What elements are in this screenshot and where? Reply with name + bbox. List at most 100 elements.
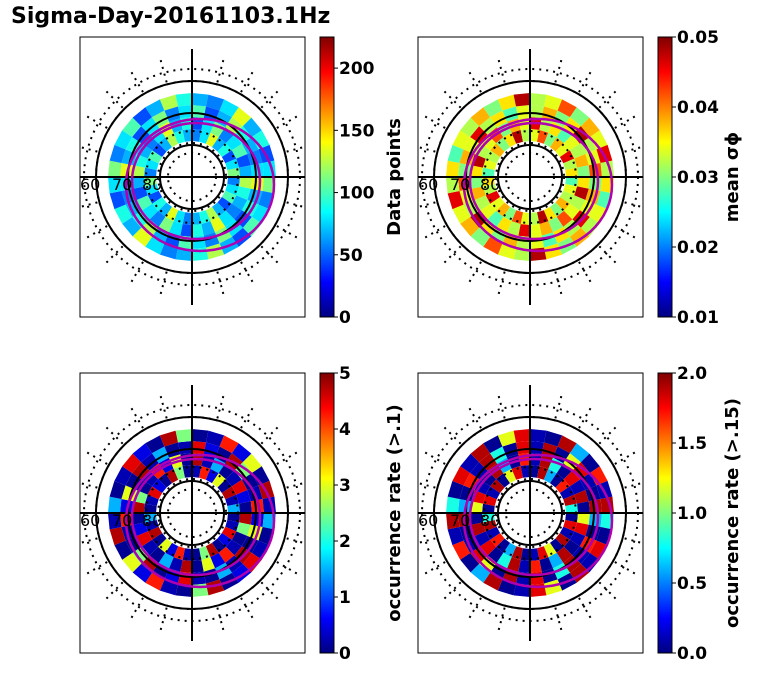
heatmap-cell (218, 210, 235, 227)
heatmap-cell (513, 93, 530, 107)
heatmap-cell (530, 93, 547, 107)
heatmap-cell (144, 167, 157, 177)
heatmap-cell (201, 557, 215, 572)
heatmap-cell (145, 99, 165, 118)
heatmap-cell (487, 546, 504, 563)
heatmap-cell (212, 137, 226, 152)
grid-spoke (614, 449, 640, 465)
heatmap-cell (487, 210, 504, 227)
heatmap-cell (530, 560, 542, 573)
heatmap-cell (205, 206, 219, 222)
grid-spoke (240, 597, 256, 623)
colorbar-tick-label: 0 (339, 644, 351, 664)
grid-spoke (420, 225, 446, 241)
grid-spoke (216, 607, 226, 635)
colorbar-tick-label: 0.03 (677, 168, 719, 188)
heatmap-cell (232, 443, 252, 463)
grid-spoke (240, 261, 256, 287)
heatmap-cell (503, 206, 517, 222)
heatmap-cell (109, 191, 126, 210)
heatmap-cell (145, 435, 165, 454)
heatmap-cell (109, 527, 126, 546)
lat-label: 60 (80, 175, 100, 194)
grid-spoke (554, 55, 564, 83)
heatmap-cell (152, 143, 167, 157)
grid-spoke (496, 607, 506, 635)
heatmap-cell (132, 443, 152, 463)
heatmap-cell (239, 501, 252, 513)
heatmap-cell (225, 203, 242, 220)
heatmap-cell (480, 203, 497, 220)
heatmap-cell (132, 165, 145, 177)
colorbar (657, 36, 673, 318)
heatmap-cell (511, 546, 523, 561)
heatmap-cell (557, 99, 577, 118)
heatmap-cell (589, 466, 608, 486)
heatmap-cell (563, 203, 580, 220)
figure-title: Sigma-Day-20161103.1Hz (11, 4, 331, 29)
grid-spoke (276, 561, 302, 577)
heatmap-cell (218, 463, 235, 480)
heatmap-cell (144, 513, 157, 523)
heatmap-cell (482, 167, 495, 177)
heatmap-cell (589, 204, 608, 224)
heatmap-cell (152, 197, 167, 211)
heatmap-cell (447, 480, 464, 499)
heatmap-cell (180, 560, 192, 573)
heatmap-cell (217, 143, 232, 157)
heatmap-cell (231, 195, 248, 211)
grid-spoke (420, 113, 446, 129)
heatmap-cell (239, 513, 252, 525)
heatmap-cell (212, 538, 226, 553)
heatmap-cell (539, 454, 553, 469)
heatmap-cell (122, 453, 142, 473)
grid-spoke (578, 261, 594, 287)
heatmap-cell (544, 579, 563, 596)
colorbar-label: Data points (384, 118, 405, 236)
heatmap-cell (192, 560, 204, 573)
axes-frame (79, 36, 306, 318)
heatmap-cell (232, 107, 252, 127)
heatmap-cell (165, 542, 179, 558)
heatmap-cell (556, 127, 573, 144)
heatmap-cell (217, 533, 232, 547)
grid-spoke (466, 597, 482, 623)
grid-spoke (158, 55, 168, 83)
heatmap-cell (503, 468, 517, 484)
heatmap-cell (446, 513, 460, 530)
lat-label: 80 (480, 175, 500, 194)
heatmap-cell (574, 186, 589, 200)
heatmap-cell (182, 548, 192, 561)
heatmap-cell (480, 470, 497, 487)
grid-spoke (80, 481, 98, 489)
heatmap-cell (518, 560, 530, 573)
grid-spoke (276, 113, 302, 129)
colorbar-tick-label: 150 (339, 121, 375, 141)
heatmap-cell (175, 93, 192, 107)
heatmap-cell (556, 210, 573, 227)
grid-spoke (496, 55, 506, 83)
heatmap-cell (158, 552, 174, 569)
grid-spoke (286, 537, 305, 545)
heatmap-cell (251, 204, 270, 224)
heatmap-cell (212, 202, 226, 217)
heatmap-cell (159, 94, 178, 111)
grid-spoke (440, 581, 462, 603)
colorbar-tick-label: 0 (339, 308, 351, 328)
heatmap-cell (483, 435, 503, 454)
grid-spoke (578, 403, 594, 429)
grid-spoke (418, 481, 436, 489)
heatmap-cell (192, 105, 206, 119)
heatmap-cell (165, 468, 179, 484)
oval-contour (130, 457, 262, 577)
heatmap-cell (550, 202, 564, 217)
heatmap-cell (133, 522, 148, 536)
heatmap-cell (251, 466, 270, 486)
heatmap-cell (548, 552, 564, 569)
heatmap-cell (574, 490, 589, 504)
heatmap-cell (175, 429, 192, 443)
heatmap-cell (217, 479, 232, 493)
grid-spoke (102, 581, 124, 603)
grid-spoke (260, 245, 282, 267)
heatmap-cell (192, 441, 206, 455)
